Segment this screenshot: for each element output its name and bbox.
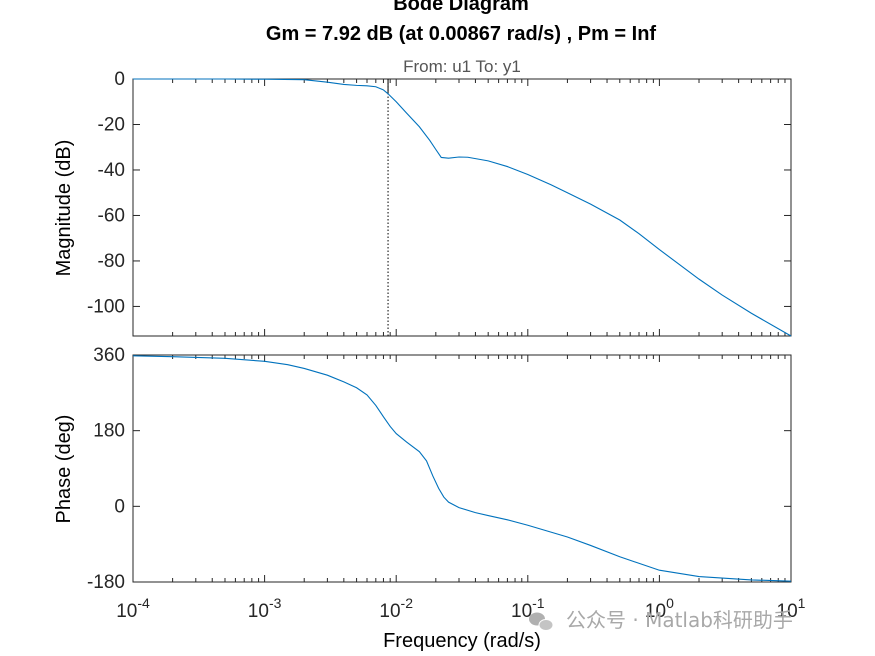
phase-y-tick-label: -180 <box>87 572 125 593</box>
chart-subtitle: Gm = 7.92 dB (at 0.00867 rad/s) , Pm = I… <box>266 23 657 45</box>
magnitude-y-tick-label: -60 <box>98 205 125 226</box>
x-tick-labels: 10-4 10-3 10-2 10-1 100 101 <box>116 595 805 622</box>
x-tick-label: 10-1 <box>511 595 545 622</box>
phase-y-tick-label: 360 <box>93 345 125 366</box>
x-tick-label: 10-2 <box>379 595 413 622</box>
io-label: From: u1 To: y1 <box>403 57 521 76</box>
magnitude-y-tick-label: -80 <box>98 251 125 272</box>
magnitude-y-tick-label: -20 <box>98 114 125 135</box>
watermark: 公众号 · Matlab科研助手 <box>529 608 793 632</box>
phase-y-tick-labels: 360 180 0 -180 <box>87 345 125 593</box>
watermark-text: 公众号 · Matlab科研助手 <box>566 608 793 632</box>
x-tick-label: 10-4 <box>116 595 150 622</box>
magnitude-y-tick-label: 0 <box>114 69 125 90</box>
magnitude-y-tick-label: -100 <box>87 296 125 317</box>
magnitude-ticks <box>132 78 792 336</box>
magnitude-panel: 0 -20 -40 -60 -80 -100 Magnitude (dB) <box>53 69 792 337</box>
magnitude-series-line <box>133 78 792 337</box>
phase-axes-box <box>132 354 792 583</box>
x-tick-label: 10-3 <box>248 595 282 622</box>
magnitude-y-tick-label: -40 <box>98 160 125 181</box>
x-axis-label: Frequency (rad/s) <box>383 630 541 652</box>
phase-y-tick-label: 180 <box>93 421 125 442</box>
chart-title: Bode Diagram <box>393 0 529 15</box>
magnitude-y-axis-label: Magnitude (dB) <box>53 140 75 277</box>
phase-panel: 360 180 0 -180 Phase (deg) <box>53 345 792 593</box>
magnitude-y-tick-labels: 0 -20 -40 -60 -80 -100 <box>87 69 125 317</box>
phase-y-tick-label: 0 <box>114 496 125 517</box>
x-tick-label: 101 <box>777 595 806 622</box>
wechat-icon <box>529 612 554 631</box>
phase-series-line <box>132 355 792 582</box>
phase-y-axis-label: Phase (deg) <box>53 415 75 524</box>
x-tick-label: 100 <box>645 595 674 622</box>
magnitude-axes-box <box>132 78 792 337</box>
